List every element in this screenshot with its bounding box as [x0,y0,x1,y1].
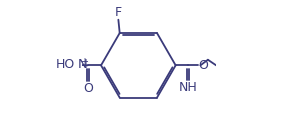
Text: O: O [83,82,93,95]
Text: N: N [77,58,87,71]
Text: F: F [115,6,122,19]
Text: HO: HO [55,58,75,71]
Text: O: O [199,59,209,72]
Text: NH: NH [179,81,198,94]
Text: +: + [80,57,88,67]
